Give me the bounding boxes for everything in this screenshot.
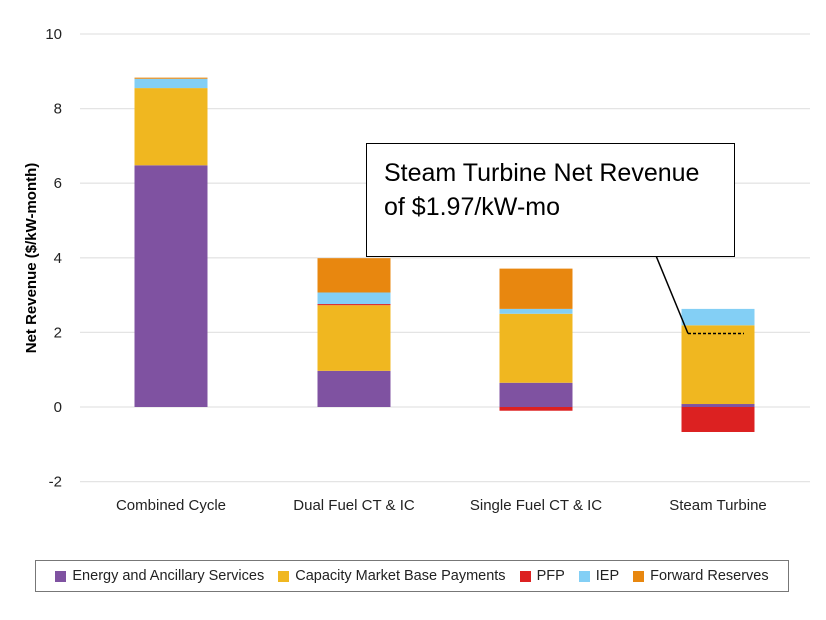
- y-tick-label: 2: [54, 324, 62, 341]
- bar-segment-pfp: [681, 407, 755, 432]
- y-tick-label: -2: [49, 474, 62, 491]
- bar-segment-forward-reserves: [134, 77, 208, 79]
- legend-item: Capacity Market Base Payments: [278, 568, 506, 584]
- bar-segment-forward-reserves: [499, 268, 573, 309]
- legend-swatch: [633, 570, 645, 582]
- bar-segment-iep: [317, 292, 391, 305]
- bar-segment-energy-and-ancillary-services: [499, 382, 573, 407]
- bar-segment-iep: [681, 308, 755, 326]
- bar-segment-iep: [499, 308, 573, 314]
- y-tick-label: 0: [54, 399, 62, 416]
- legend-swatch: [519, 570, 531, 582]
- bar-segment-capacity-market-base-payments: [499, 313, 573, 383]
- bar-segment-energy-and-ancillary-services: [317, 370, 391, 407]
- annotation-callout: Steam Turbine Net Revenue of $1.97/kW-mo: [366, 143, 735, 257]
- bar-segment-capacity-market-base-payments: [317, 305, 391, 371]
- x-category-label: Single Fuel CT & IC: [470, 497, 602, 514]
- x-category-label: Dual Fuel CT & IC: [293, 497, 415, 514]
- legend-label: Forward Reserves: [650, 568, 769, 584]
- annotation-line2: of $1.97/kW-mo: [384, 193, 561, 221]
- legend-item: PFP: [519, 568, 565, 584]
- bar-segment-pfp: [499, 407, 573, 411]
- legend-label: PFP: [536, 568, 565, 584]
- bar-segment-iep: [134, 78, 208, 89]
- x-category-label: Steam Turbine: [669, 497, 767, 514]
- x-axis-labels: Combined Cycle Dual Fuel CT & IC Single Fu…: [116, 497, 767, 514]
- bar-segment-capacity-market-base-payments: [134, 88, 208, 166]
- bar-segment-energy-and-ancillary-services: [681, 404, 755, 407]
- legend-label: IEP: [595, 568, 620, 584]
- bar-segment-pfp: [317, 304, 391, 306]
- bar-segment-capacity-market-base-payments: [681, 325, 755, 405]
- legend-swatch: [578, 570, 590, 582]
- bar-segment-forward-reserves: [317, 258, 391, 293]
- legend-item: Forward Reserves: [633, 568, 769, 584]
- legend-label: Energy and Ancillary Services: [72, 568, 265, 584]
- bars: [134, 77, 755, 432]
- y-tick-label: 4: [54, 250, 62, 267]
- legend: Energy and Ancillary Services Capacity Ma…: [35, 560, 789, 592]
- legend-swatch: [278, 570, 290, 582]
- bar-segment-energy-and-ancillary-services: [134, 165, 208, 407]
- legend-label: Capacity Market Base Payments: [295, 568, 506, 584]
- annotation-line1: Steam Turbine Net Revenue: [384, 159, 700, 187]
- legend-swatch: [55, 570, 67, 582]
- legend-item: Energy and Ancillary Services: [55, 568, 264, 584]
- y-tick-label: 8: [54, 101, 62, 118]
- x-category-label: Combined Cycle: [116, 497, 226, 514]
- y-tick-label: 6: [54, 175, 62, 192]
- y-tick-label: 10: [45, 26, 62, 43]
- y-axis-label: Net Revenue ($/kW-month): [23, 163, 40, 354]
- legend-item: IEP: [578, 568, 620, 584]
- y-axis-ticks: 10 8 6 4 2 0 -2: [45, 26, 62, 491]
